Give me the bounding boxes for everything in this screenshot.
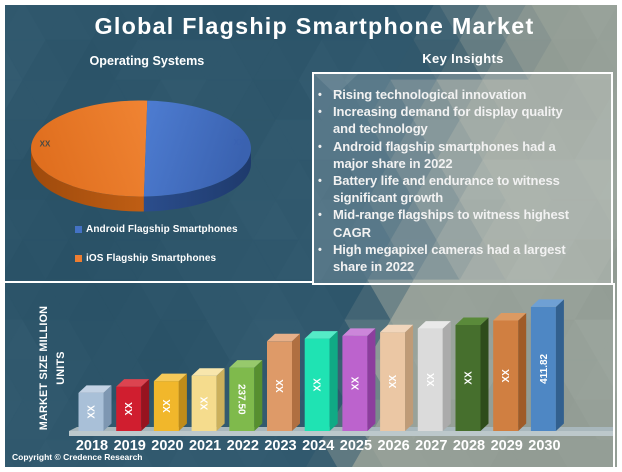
svg-text:2030: 2030 xyxy=(528,438,560,454)
svg-text:2027: 2027 xyxy=(415,438,447,454)
svg-text:XX: XX xyxy=(388,375,399,389)
svg-text:411.82: 411.82 xyxy=(539,353,550,383)
svg-text:2022: 2022 xyxy=(227,438,259,454)
svg-text:2023: 2023 xyxy=(264,438,296,454)
svg-text:237.50: 237.50 xyxy=(235,384,246,415)
svg-text:XX: XX xyxy=(87,405,98,419)
svg-text:XX: XX xyxy=(501,369,512,383)
svg-text:2025: 2025 xyxy=(340,438,372,454)
svg-text:XX: XX xyxy=(464,371,475,385)
svg-text:XX: XX xyxy=(275,379,286,393)
svg-text:2024: 2024 xyxy=(302,438,334,454)
svg-text:XX: XX xyxy=(426,373,437,387)
svg-text:XX: XX xyxy=(350,376,361,390)
svg-text:2021: 2021 xyxy=(189,438,221,454)
svg-text:XX: XX xyxy=(162,399,173,413)
svg-text:XX: XX xyxy=(234,138,245,147)
svg-text:XX: XX xyxy=(200,396,211,410)
svg-text:2019: 2019 xyxy=(114,438,146,454)
svg-text:2028: 2028 xyxy=(453,438,485,454)
svg-text:2018: 2018 xyxy=(76,438,108,454)
svg-text:2029: 2029 xyxy=(491,438,523,454)
svg-text:XX: XX xyxy=(124,402,135,416)
svg-text:2026: 2026 xyxy=(377,438,409,454)
svg-text:XX: XX xyxy=(313,378,324,392)
svg-text:2020: 2020 xyxy=(151,438,183,454)
svg-text:XX: XX xyxy=(40,140,51,149)
